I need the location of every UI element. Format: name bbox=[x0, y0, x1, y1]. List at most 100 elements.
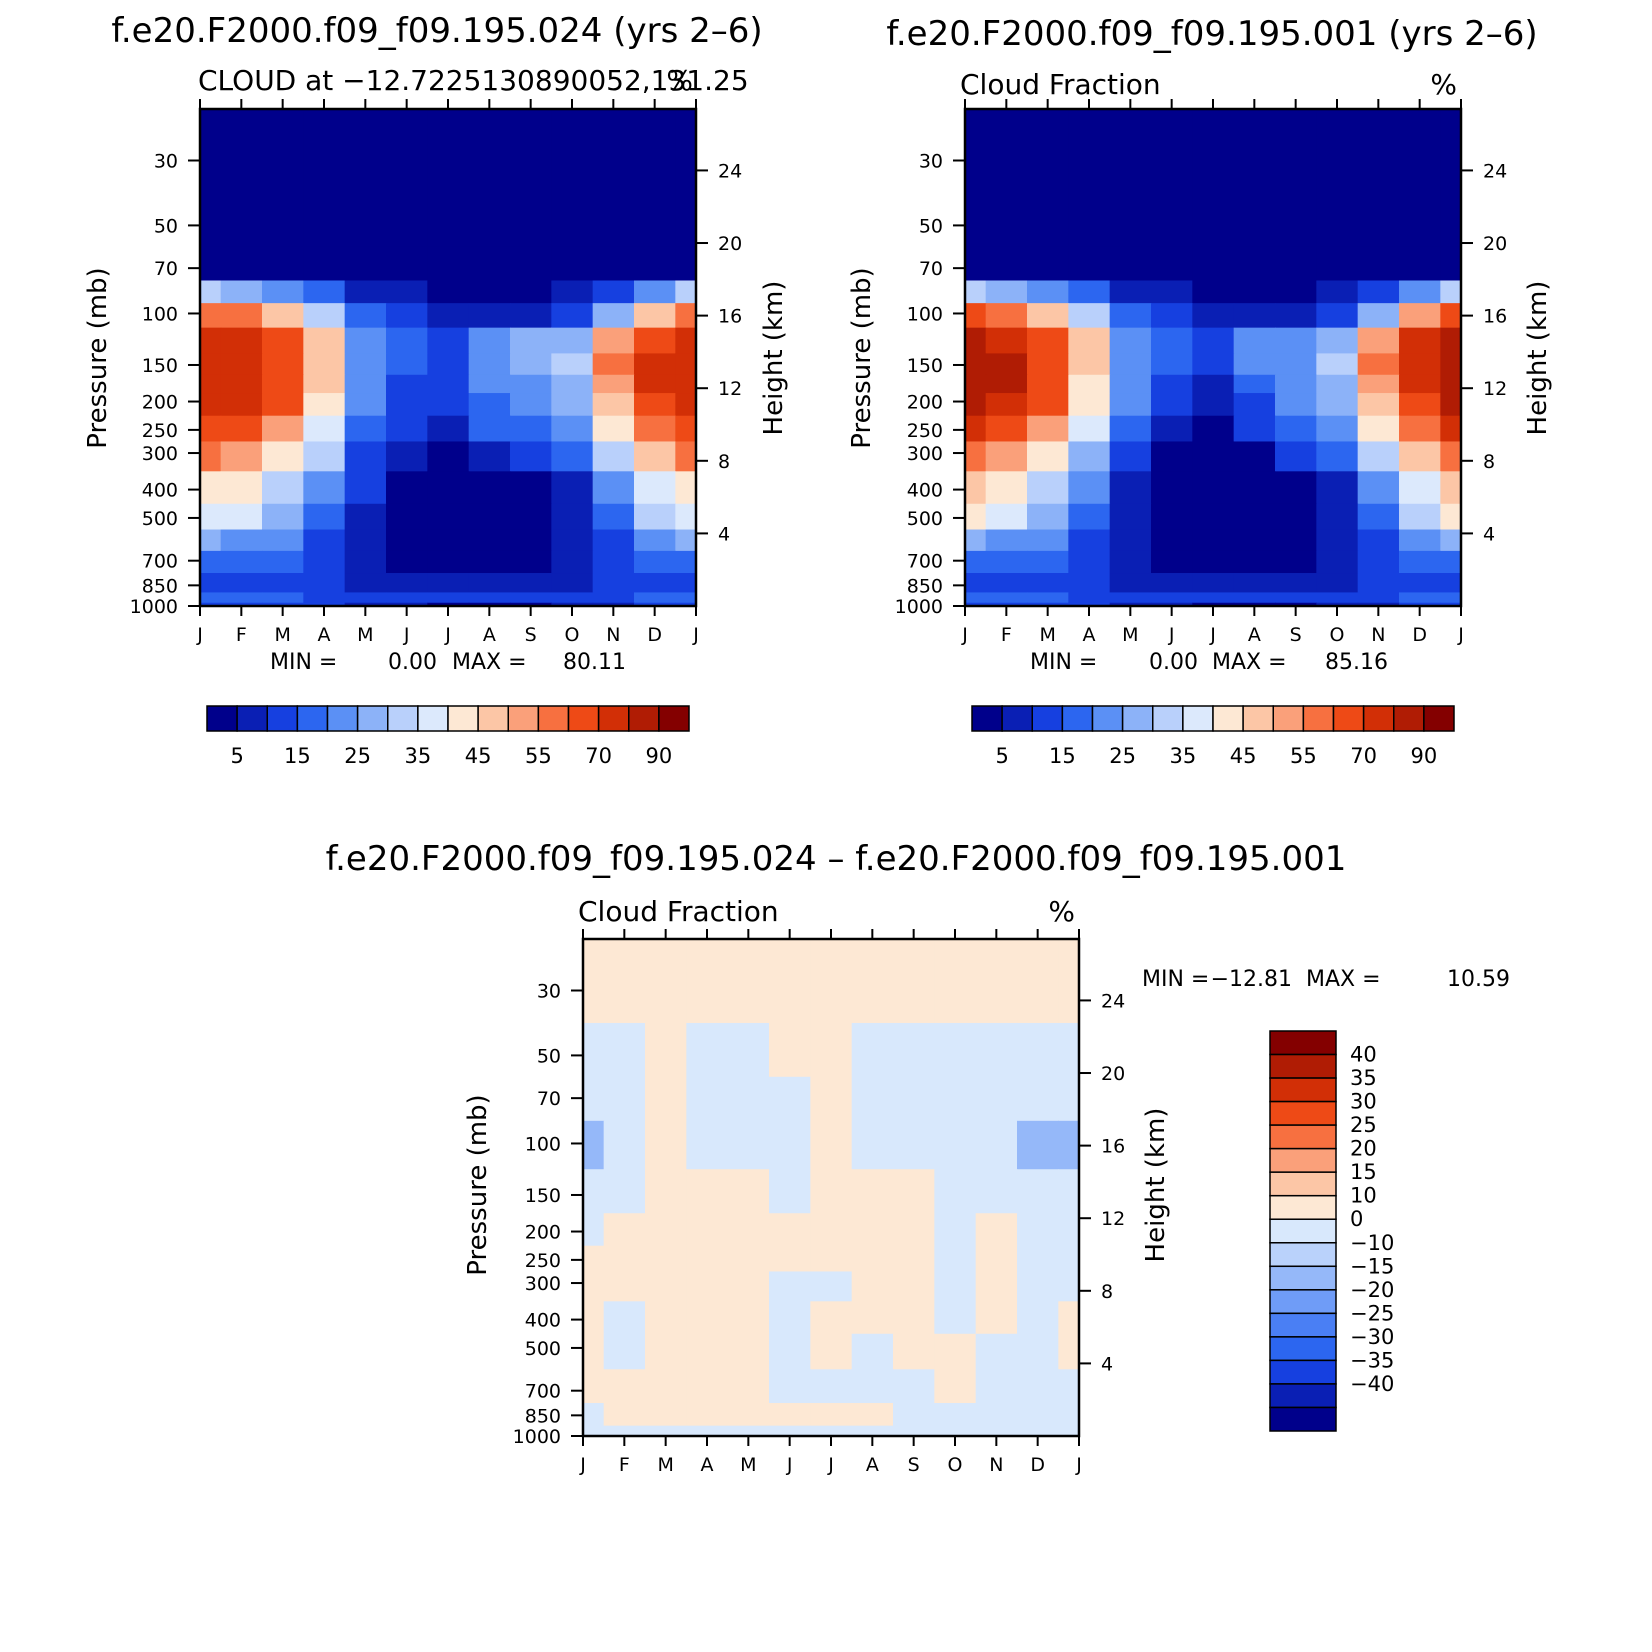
heatmap-cell bbox=[975, 1120, 1018, 1170]
heatmap-cell bbox=[427, 353, 470, 376]
x-tick-label: O bbox=[1330, 624, 1345, 646]
heatmap-cell bbox=[1233, 602, 1276, 606]
colorbar-swatch bbox=[507, 705, 540, 732]
colorbar-swatch bbox=[1242, 705, 1274, 732]
y-tick-label: 500 bbox=[525, 1338, 561, 1360]
heatmap-cell bbox=[675, 192, 696, 248]
heatmap-cell bbox=[1275, 353, 1317, 376]
heatmap-cell bbox=[965, 303, 987, 329]
heatmap-cell bbox=[200, 246, 222, 282]
panel-diff-subtitle: Cloud Fraction bbox=[578, 895, 779, 928]
heatmap-cell bbox=[1275, 550, 1317, 574]
heatmap-cell bbox=[1017, 1403, 1059, 1427]
heatmap-cell bbox=[262, 592, 304, 604]
heatmap-cell bbox=[851, 1120, 894, 1170]
colorbar-swatch bbox=[1269, 1289, 1337, 1315]
heatmap-cell bbox=[1027, 602, 1069, 606]
heatmap-cell bbox=[1316, 441, 1359, 472]
heatmap-cell bbox=[769, 1213, 811, 1247]
heatmap-cell bbox=[468, 192, 511, 248]
heatmap-cell bbox=[386, 592, 428, 604]
heatmap-cell bbox=[965, 592, 987, 604]
heatmap-cell bbox=[1068, 303, 1111, 329]
heatmap-cell bbox=[985, 134, 1028, 194]
heatmap-cell bbox=[686, 1425, 729, 1436]
heatmap-cell bbox=[675, 393, 696, 417]
heatmap-cell bbox=[1233, 353, 1276, 376]
heatmap-cell bbox=[810, 1271, 853, 1302]
heatmap-cell bbox=[220, 592, 263, 604]
heatmap-cell bbox=[675, 327, 696, 355]
heatmap-cell bbox=[1275, 303, 1317, 329]
heatmap-cell bbox=[583, 1333, 605, 1370]
heatmap-cell bbox=[1357, 592, 1400, 604]
heatmap-cell bbox=[965, 441, 987, 472]
y-tick-label: 400 bbox=[525, 1310, 561, 1332]
heatmap-cell bbox=[1027, 134, 1069, 194]
heatmap-cell bbox=[510, 602, 552, 606]
colorbar-swatch bbox=[1269, 1242, 1337, 1268]
heatmap-cell bbox=[220, 303, 263, 329]
heatmap-cell bbox=[1068, 592, 1111, 604]
heatmap-cell bbox=[1027, 280, 1069, 304]
heatmap-cell bbox=[344, 280, 387, 304]
heatmap-cell bbox=[583, 1169, 605, 1214]
heatmap-cell bbox=[934, 1425, 977, 1436]
heatmap-cell bbox=[1275, 529, 1317, 552]
heatmap-cell bbox=[769, 1169, 811, 1214]
heatmap-cell bbox=[1027, 393, 1069, 417]
heatmap-cell bbox=[975, 964, 1018, 1024]
heatmap-cell bbox=[262, 471, 304, 505]
heatmap-cell bbox=[727, 1369, 770, 1404]
heatmap-cell bbox=[592, 550, 635, 574]
heatmap-cell bbox=[1275, 393, 1317, 417]
heatmap-cell bbox=[934, 1333, 977, 1370]
panel-right-units: % bbox=[1430, 68, 1457, 101]
y-tick-label: 250 bbox=[525, 1250, 561, 1272]
heatmap-cell bbox=[468, 134, 511, 194]
colorbar-label: −30 bbox=[1350, 1325, 1394, 1349]
heatmap-cell bbox=[645, 1333, 687, 1370]
heatmap-cell bbox=[985, 280, 1028, 304]
heatmap-cells bbox=[583, 939, 1079, 1436]
panel-left-y2label: Height (km) bbox=[759, 281, 789, 436]
heatmap-cell bbox=[1151, 592, 1193, 604]
heatmap-cell bbox=[1440, 192, 1461, 248]
heatmap-cell bbox=[985, 415, 1028, 443]
y-tick-label: 30 bbox=[919, 151, 943, 173]
heatmap-cell bbox=[1109, 327, 1152, 355]
heatmap-cell bbox=[262, 573, 304, 594]
colorbar-label: 70 bbox=[585, 744, 612, 768]
heatmap-cell bbox=[686, 939, 729, 966]
heatmap-cell bbox=[934, 1120, 977, 1170]
heatmap-cell bbox=[1068, 573, 1111, 594]
x-tick-label: J bbox=[961, 624, 968, 646]
heatmap-cell bbox=[1068, 602, 1111, 606]
heatmap-cell bbox=[727, 1213, 770, 1247]
heatmap-cell bbox=[603, 1301, 646, 1335]
heatmap-cell bbox=[675, 374, 696, 394]
heatmap-cell bbox=[810, 1169, 853, 1214]
heatmap-cell bbox=[1017, 964, 1059, 1024]
heatmap-cell bbox=[1275, 503, 1317, 531]
heatmap-cell bbox=[1058, 1301, 1079, 1335]
panel-left-units: % bbox=[666, 64, 693, 97]
x-tick-label: J bbox=[1168, 624, 1175, 646]
x-tick-label: D bbox=[647, 624, 662, 646]
panel-diff-max-label: MAX = bbox=[1306, 967, 1381, 992]
heatmap-cell bbox=[1109, 503, 1152, 531]
heatmap-cell bbox=[1058, 1076, 1079, 1122]
heatmap-cell bbox=[810, 964, 853, 1024]
heatmap-cell bbox=[634, 592, 676, 604]
heatmap-cell bbox=[1068, 503, 1111, 531]
colorbar-label: −40 bbox=[1350, 1372, 1394, 1396]
heatmap-cell bbox=[386, 280, 428, 304]
heatmap-cell bbox=[1233, 280, 1276, 304]
colorbar-swatch bbox=[567, 705, 600, 732]
heatmap-cell bbox=[1440, 374, 1461, 394]
heatmap-cell bbox=[727, 1169, 770, 1214]
x-tick-label: A bbox=[1248, 624, 1261, 646]
heatmap-cell bbox=[386, 353, 428, 376]
panel-diff-max-value: 10.59 bbox=[1447, 967, 1510, 992]
heatmap-cell bbox=[220, 503, 263, 531]
